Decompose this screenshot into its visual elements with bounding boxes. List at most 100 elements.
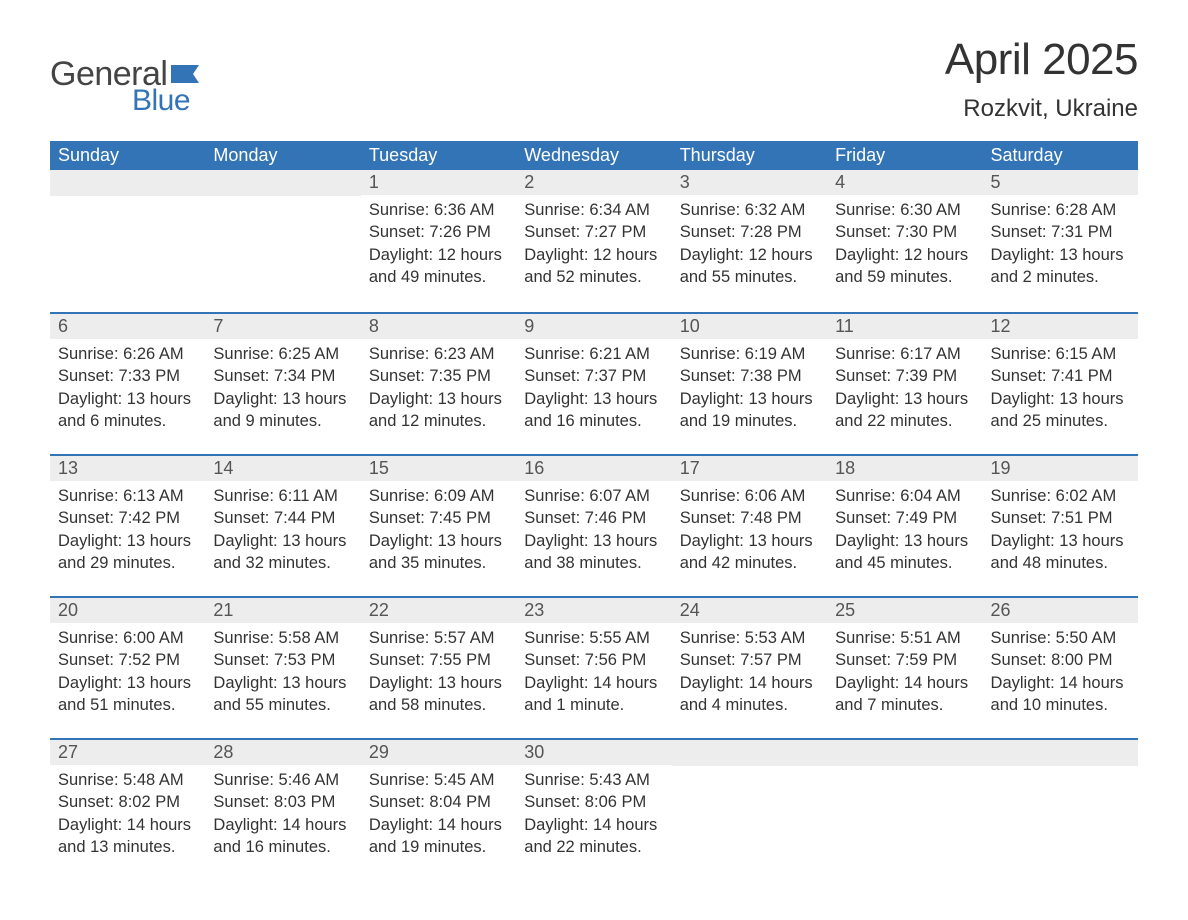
day-number: 2 [516,170,671,195]
calendar-table: Sunday Monday Tuesday Wednesday Thursday… [50,141,1138,880]
day-number: 11 [827,312,982,339]
calendar-day-cell: 27Sunrise: 5:48 AMSunset: 8:02 PMDayligh… [50,738,205,880]
sunrise-text: Sunrise: 5:45 AM [369,769,508,791]
sunrise-text: Sunrise: 6:09 AM [369,485,508,507]
sunset-text: Sunset: 7:31 PM [991,221,1130,243]
day-number: 1 [361,170,516,195]
sunset-text: Sunset: 7:41 PM [991,365,1130,387]
calendar-day-cell [672,738,827,880]
day-number: 3 [672,170,827,195]
calendar-week-row: 1Sunrise: 6:36 AMSunset: 7:26 PMDaylight… [50,170,1138,312]
sunset-text: Sunset: 7:55 PM [369,649,508,671]
day-number: 24 [672,596,827,623]
calendar-day-cell: 30Sunrise: 5:43 AMSunset: 8:06 PMDayligh… [516,738,671,880]
daylight-text: Daylight: 13 hours and 12 minutes. [369,388,508,433]
sunrise-text: Sunrise: 5:57 AM [369,627,508,649]
day-number [983,738,1138,766]
sunset-text: Sunset: 8:00 PM [991,649,1130,671]
calendar-day-cell [205,170,360,312]
sunset-text: Sunset: 7:59 PM [835,649,974,671]
sunset-text: Sunset: 7:44 PM [213,507,352,529]
day-details: Sunrise: 6:00 AMSunset: 7:52 PMDaylight:… [50,623,205,724]
daylight-text: Daylight: 13 hours and 29 minutes. [58,530,197,575]
daylight-text: Daylight: 13 hours and 19 minutes. [680,388,819,433]
day-details: Sunrise: 6:02 AMSunset: 7:51 PMDaylight:… [983,481,1138,582]
title-block: April 2025 Rozkvit, Ukraine [945,35,1138,123]
calendar-day-cell: 26Sunrise: 5:50 AMSunset: 8:00 PMDayligh… [983,596,1138,738]
day-number: 20 [50,596,205,623]
day-header: Thursday [672,141,827,170]
sunset-text: Sunset: 7:26 PM [369,221,508,243]
day-details: Sunrise: 5:53 AMSunset: 7:57 PMDaylight:… [672,623,827,724]
day-details: Sunrise: 5:50 AMSunset: 8:00 PMDaylight:… [983,623,1138,724]
day-number: 7 [205,312,360,339]
daylight-text: Daylight: 13 hours and 55 minutes. [213,672,352,717]
day-details: Sunrise: 5:51 AMSunset: 7:59 PMDaylight:… [827,623,982,724]
calendar-day-cell: 29Sunrise: 5:45 AMSunset: 8:04 PMDayligh… [361,738,516,880]
day-number [827,738,982,766]
day-number: 28 [205,738,360,765]
sunrise-text: Sunrise: 5:50 AM [991,627,1130,649]
day-details: Sunrise: 6:23 AMSunset: 7:35 PMDaylight:… [361,339,516,440]
sunset-text: Sunset: 7:34 PM [213,365,352,387]
sunrise-text: Sunrise: 6:23 AM [369,343,508,365]
calendar-body: 1Sunrise: 6:36 AMSunset: 7:26 PMDaylight… [50,170,1138,880]
calendar-day-cell: 19Sunrise: 6:02 AMSunset: 7:51 PMDayligh… [983,454,1138,596]
daylight-text: Daylight: 14 hours and 1 minute. [524,672,663,717]
daylight-text: Daylight: 14 hours and 13 minutes. [58,814,197,859]
day-details: Sunrise: 6:36 AMSunset: 7:26 PMDaylight:… [361,195,516,296]
calendar-day-cell: 17Sunrise: 6:06 AMSunset: 7:48 PMDayligh… [672,454,827,596]
calendar-day-cell: 1Sunrise: 6:36 AMSunset: 7:26 PMDaylight… [361,170,516,312]
daylight-text: Daylight: 13 hours and 2 minutes. [991,244,1130,289]
day-details: Sunrise: 5:55 AMSunset: 7:56 PMDaylight:… [516,623,671,724]
day-details: Sunrise: 6:13 AMSunset: 7:42 PMDaylight:… [50,481,205,582]
sunrise-text: Sunrise: 6:06 AM [680,485,819,507]
sunrise-text: Sunrise: 6:15 AM [991,343,1130,365]
calendar-day-cell: 24Sunrise: 5:53 AMSunset: 7:57 PMDayligh… [672,596,827,738]
sunrise-text: Sunrise: 6:19 AM [680,343,819,365]
calendar-day-cell [983,738,1138,880]
day-number: 15 [361,454,516,481]
daylight-text: Daylight: 12 hours and 49 minutes. [369,244,508,289]
sunset-text: Sunset: 7:37 PM [524,365,663,387]
day-details: Sunrise: 5:57 AMSunset: 7:55 PMDaylight:… [361,623,516,724]
day-details: Sunrise: 6:15 AMSunset: 7:41 PMDaylight:… [983,339,1138,440]
sunrise-text: Sunrise: 5:43 AM [524,769,663,791]
calendar-day-cell [50,170,205,312]
day-number: 4 [827,170,982,195]
daylight-text: Daylight: 12 hours and 55 minutes. [680,244,819,289]
calendar-day-cell: 20Sunrise: 6:00 AMSunset: 7:52 PMDayligh… [50,596,205,738]
day-details: Sunrise: 6:04 AMSunset: 7:49 PMDaylight:… [827,481,982,582]
day-number: 14 [205,454,360,481]
sunrise-text: Sunrise: 6:04 AM [835,485,974,507]
day-header: Sunday [50,141,205,170]
day-details: Sunrise: 6:11 AMSunset: 7:44 PMDaylight:… [205,481,360,582]
day-number: 25 [827,596,982,623]
daylight-text: Daylight: 14 hours and 16 minutes. [213,814,352,859]
location-text: Rozkvit, Ukraine [945,95,1138,123]
daylight-text: Daylight: 13 hours and 48 minutes. [991,530,1130,575]
sunrise-text: Sunrise: 5:58 AM [213,627,352,649]
sunrise-text: Sunrise: 6:28 AM [991,199,1130,221]
daylight-text: Daylight: 14 hours and 22 minutes. [524,814,663,859]
calendar-day-cell: 25Sunrise: 5:51 AMSunset: 7:59 PMDayligh… [827,596,982,738]
day-number: 12 [983,312,1138,339]
calendar-week-row: 20Sunrise: 6:00 AMSunset: 7:52 PMDayligh… [50,596,1138,738]
sunrise-text: Sunrise: 6:26 AM [58,343,197,365]
calendar-day-cell: 18Sunrise: 6:04 AMSunset: 7:49 PMDayligh… [827,454,982,596]
day-details: Sunrise: 6:26 AMSunset: 7:33 PMDaylight:… [50,339,205,440]
day-details: Sunrise: 6:34 AMSunset: 7:27 PMDaylight:… [516,195,671,296]
calendar-week-row: 6Sunrise: 6:26 AMSunset: 7:33 PMDaylight… [50,312,1138,454]
calendar-day-cell: 2Sunrise: 6:34 AMSunset: 7:27 PMDaylight… [516,170,671,312]
sunset-text: Sunset: 7:28 PM [680,221,819,243]
daylight-text: Daylight: 13 hours and 58 minutes. [369,672,508,717]
daylight-text: Daylight: 13 hours and 6 minutes. [58,388,197,433]
day-number [50,170,205,196]
sunrise-text: Sunrise: 5:48 AM [58,769,197,791]
day-header: Tuesday [361,141,516,170]
day-details: Sunrise: 6:09 AMSunset: 7:45 PMDaylight:… [361,481,516,582]
calendar-day-cell [827,738,982,880]
sunset-text: Sunset: 7:39 PM [835,365,974,387]
calendar-week-row: 27Sunrise: 5:48 AMSunset: 8:02 PMDayligh… [50,738,1138,880]
sunset-text: Sunset: 7:56 PM [524,649,663,671]
